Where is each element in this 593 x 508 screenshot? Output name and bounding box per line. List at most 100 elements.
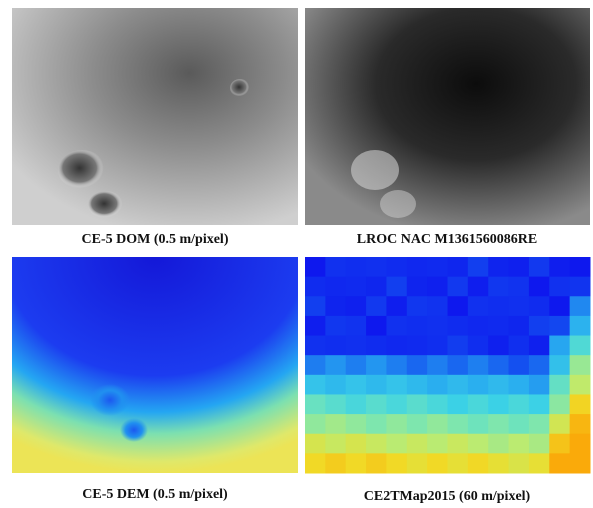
pixel-cell <box>366 336 387 356</box>
pixel-cell <box>509 414 530 434</box>
pixel-cell <box>448 277 469 297</box>
pixel-cell <box>488 336 509 356</box>
dom-image <box>12 8 298 225</box>
pixel-cell <box>427 453 448 473</box>
pixel-cell <box>407 336 428 356</box>
pixel-cell <box>407 375 428 395</box>
pixel-cell <box>488 434 509 454</box>
pixel-cell <box>346 257 367 277</box>
depression <box>90 384 130 416</box>
pixel-cell <box>570 316 591 336</box>
pixel-cell <box>549 434 570 454</box>
pixel-cell <box>305 336 326 356</box>
pixel-cell <box>570 453 591 473</box>
pixel-cell <box>529 434 550 454</box>
pixel-cell <box>549 336 570 356</box>
pixel-cell <box>488 375 509 395</box>
pixel-cell <box>305 375 326 395</box>
pixel-cell <box>305 257 326 277</box>
pixel-cell <box>366 453 387 473</box>
pixel-cell <box>325 434 346 454</box>
pixel-cell <box>468 355 489 375</box>
crater <box>88 191 124 219</box>
pixel-cell <box>346 296 367 316</box>
pixel-cell <box>427 277 448 297</box>
pixel-cell <box>407 355 428 375</box>
pixel-cell <box>529 453 550 473</box>
pixel-cell <box>509 355 530 375</box>
pixel-cell <box>305 296 326 316</box>
pixel-cell <box>549 316 570 336</box>
pixel-cell <box>386 277 407 297</box>
pixel-cell <box>366 355 387 375</box>
pixel-cell <box>386 257 407 277</box>
nac-image <box>305 8 590 225</box>
pixel-cell <box>529 375 550 395</box>
pixel-cell <box>488 277 509 297</box>
pixel-cell <box>325 296 346 316</box>
pixel-cell <box>427 434 448 454</box>
pixel-cell <box>448 296 469 316</box>
pixel-cell <box>570 434 591 454</box>
pixel-cell <box>427 355 448 375</box>
pixel-cell <box>386 394 407 414</box>
pixel-cell <box>366 257 387 277</box>
pixel-cell <box>407 316 428 336</box>
pixel-cell <box>325 336 346 356</box>
pixel-cell <box>325 355 346 375</box>
pixel-cell <box>448 375 469 395</box>
pixel-cell <box>427 257 448 277</box>
pixel-cell <box>509 434 530 454</box>
pixel-cell <box>366 296 387 316</box>
pixel-cell <box>549 414 570 434</box>
pixel-cell <box>529 394 550 414</box>
crater <box>380 190 416 218</box>
pixel-cell <box>448 355 469 375</box>
pixel-cell <box>386 336 407 356</box>
pixel-cell <box>407 453 428 473</box>
pixel-cell <box>488 394 509 414</box>
pixel-cell <box>468 453 489 473</box>
pixel-cell <box>570 414 591 434</box>
pixel-cell <box>549 296 570 316</box>
pixel-cell <box>386 296 407 316</box>
pixel-cell <box>549 277 570 297</box>
pixel-cell <box>448 394 469 414</box>
pixel-cell <box>488 453 509 473</box>
caption: LROC NAC M1361560086RE <box>357 232 537 247</box>
pixel-cell <box>529 355 550 375</box>
pixel-cell <box>509 316 530 336</box>
pixel-cell <box>325 277 346 297</box>
pixel-cell <box>305 453 326 473</box>
pixel-cell <box>448 453 469 473</box>
pixel-cell <box>488 355 509 375</box>
pixel-cell <box>468 375 489 395</box>
pixel-cell <box>549 453 570 473</box>
pixel-cell <box>509 375 530 395</box>
pixel-cell <box>468 257 489 277</box>
pixel-cell <box>325 414 346 434</box>
pixel-cell <box>509 394 530 414</box>
pixel-cell <box>509 453 530 473</box>
pixel-cell <box>448 434 469 454</box>
pixel-cell <box>346 414 367 434</box>
pixel-cell <box>570 257 591 277</box>
pixel-cell <box>325 375 346 395</box>
pixel-cell <box>305 434 326 454</box>
pixel-cell <box>468 414 489 434</box>
pixel-cell <box>427 394 448 414</box>
pixel-cell <box>549 257 570 277</box>
pixel-cell <box>305 355 326 375</box>
pixel-cell <box>386 434 407 454</box>
pixel-cell <box>468 434 489 454</box>
pixel-cell <box>427 336 448 356</box>
pixel-cell <box>346 375 367 395</box>
pixel-cell <box>549 375 570 395</box>
pixel-cell <box>570 375 591 395</box>
pixel-cell <box>509 277 530 297</box>
crater <box>351 150 399 190</box>
pixel-cell <box>386 316 407 336</box>
figure: CE-5 DOM (0.5 m/pixel) LROC NAC M1361560… <box>0 0 593 508</box>
pixel-cell <box>366 434 387 454</box>
caption: CE2TMap2015 (60 m/pixel) <box>364 489 531 504</box>
